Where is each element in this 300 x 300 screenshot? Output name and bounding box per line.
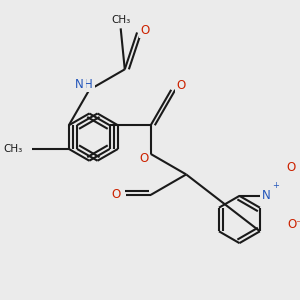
- Text: N: N: [75, 78, 84, 91]
- Text: H: H: [84, 78, 93, 91]
- Text: O: O: [176, 79, 186, 92]
- Text: CH₃: CH₃: [3, 144, 22, 154]
- Text: O: O: [140, 152, 149, 165]
- Text: O⁻: O⁻: [287, 218, 300, 231]
- Text: O: O: [286, 161, 296, 174]
- Text: O: O: [112, 188, 121, 201]
- Text: N: N: [262, 188, 271, 202]
- Text: +: +: [272, 181, 279, 190]
- Text: CH₃: CH₃: [111, 15, 130, 25]
- Text: O: O: [141, 23, 150, 37]
